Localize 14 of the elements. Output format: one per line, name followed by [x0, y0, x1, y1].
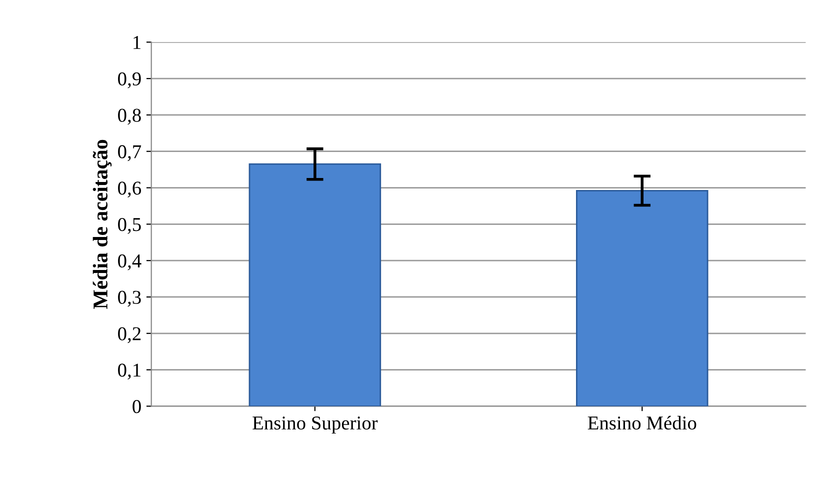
y-tick-label: 0: [132, 400, 141, 414]
y-axis-title: Média de aceitação: [92, 140, 112, 309]
x-tick-label: Ensino Superior: [252, 416, 378, 434]
y-tick-label: 0,1: [118, 364, 140, 380]
y-tick-label: 0,6: [118, 182, 142, 198]
y-tick-label: 0,4: [118, 254, 142, 270]
y-tick-label: 0,2: [118, 327, 141, 344]
y-tick-label: 0,7: [118, 145, 142, 162]
x-tick-label: Ensino Médio: [588, 416, 696, 430]
y-tick-label: 1: [134, 36, 140, 49]
y-tick-label: 0,5: [118, 218, 141, 234]
y-tick-label: 0,3: [118, 290, 141, 307]
y-tick-label: 0,9: [118, 72, 141, 88]
y-tick-label: 0,8: [118, 108, 141, 125]
